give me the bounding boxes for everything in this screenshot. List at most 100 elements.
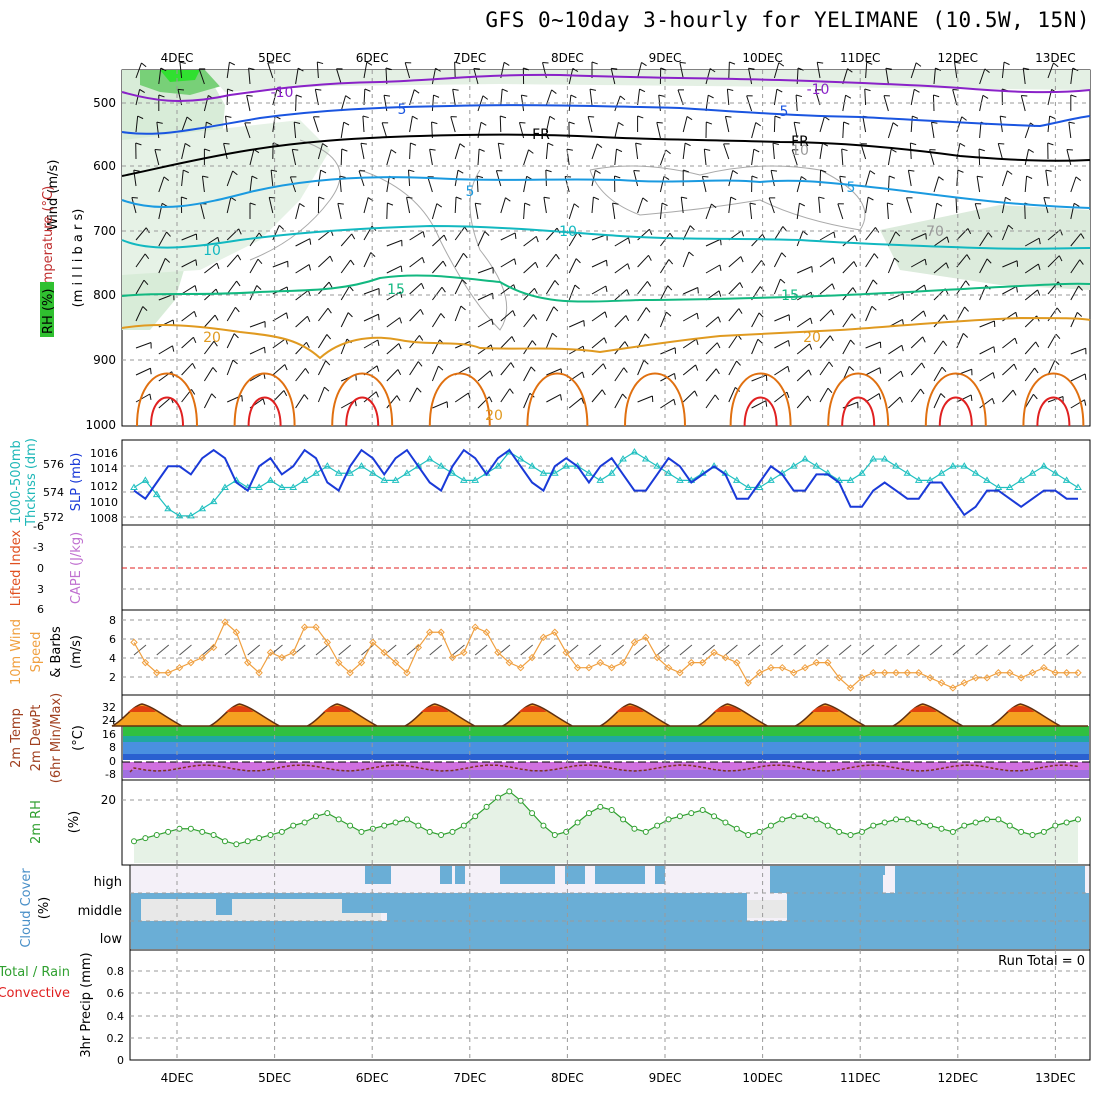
- wind-barb-flag: [399, 317, 402, 324]
- wind-barb: [432, 401, 448, 409]
- wind-barb-flag: [959, 142, 966, 147]
- w10-tick-4: 4: [109, 652, 116, 665]
- wind-barb: [591, 337, 605, 349]
- wind-barb-flag: [899, 396, 904, 403]
- wind10-point: [858, 674, 866, 682]
- wind-barb: [842, 287, 854, 301]
- wind-barb: [1024, 237, 1040, 247]
- wind-barb: [682, 143, 686, 160]
- label-slp: SLP (mb): [69, 453, 84, 512]
- wind-barb-flag: [709, 68, 716, 73]
- wind-barb-flag: [145, 227, 150, 234]
- cloud-mid-bar: [141, 893, 216, 899]
- wind-barb-flag: [1034, 367, 1039, 374]
- wind-barb: [295, 315, 308, 328]
- thickness-point: [789, 462, 798, 469]
- wind-barb-flag: [383, 94, 391, 97]
- wind-barb-flag: [666, 311, 672, 317]
- wind-barb: [751, 374, 767, 382]
- wind-barb-flag: [233, 333, 239, 339]
- w10-tick-8: 8: [109, 614, 116, 627]
- wind-barb: [246, 95, 251, 112]
- wind-barb: [431, 68, 436, 85]
- wind-barb: [842, 339, 851, 355]
- wind-barb: [637, 360, 645, 376]
- wind-barb-flag: [232, 170, 238, 176]
- wind-barb: [659, 203, 663, 220]
- temp-peak: [323, 706, 352, 712]
- wind-barb: [956, 280, 967, 295]
- wind-barb-flag: [1016, 286, 1018, 293]
- wind-barb-flag: [191, 389, 196, 395]
- wind-barb: [724, 116, 730, 133]
- rh-point: [631, 825, 638, 832]
- day-label-bottom: 8DEC: [551, 1071, 584, 1085]
- wind-barb-flag: [967, 228, 972, 235]
- wind-barb-flag: [674, 373, 676, 380]
- wind-barb-flag: [1047, 142, 1054, 146]
- precip-tick-0.6: 0.6: [107, 987, 125, 1000]
- wind-barb: [933, 262, 947, 274]
- wind-barb: [431, 95, 435, 112]
- wind-barb-flag: [869, 170, 876, 175]
- wind-barb: [682, 251, 690, 268]
- wind-barb: [842, 121, 845, 139]
- wind-barb: [340, 95, 347, 112]
- wind-barb-flag: [133, 169, 140, 172]
- rh-point: [210, 831, 217, 838]
- cloud-cover-bars: [131, 866, 1089, 949]
- wind-barb: [883, 95, 889, 112]
- day-label-top: 10DEC: [742, 51, 782, 65]
- temp-peak: [518, 706, 547, 712]
- wind-barb: [181, 259, 197, 268]
- wind-barb: [1066, 149, 1072, 166]
- wind-barb: [523, 393, 531, 409]
- thickness-point: [1074, 483, 1082, 490]
- wind-barb: [545, 116, 551, 133]
- wind-barb: [362, 116, 365, 133]
- wind-barb: [135, 367, 151, 376]
- wind-barb: [386, 395, 398, 409]
- wind-barb: [363, 391, 377, 403]
- thickness-point: [209, 497, 218, 505]
- wind10-point: [494, 648, 502, 657]
- day-label-top: 11DEC: [840, 51, 880, 65]
- wind10-barb: [793, 644, 806, 656]
- wind10-point: [744, 679, 752, 687]
- wind-barb-flag: [568, 121, 575, 125]
- thickness-point: [801, 455, 809, 462]
- wind-barb: [477, 318, 493, 328]
- rh-point: [1018, 828, 1025, 835]
- wind-barb: [135, 306, 144, 322]
- wind-barb-flag: [498, 142, 505, 145]
- wind-barb-flag: [416, 387, 422, 393]
- wind-barb: [226, 254, 239, 268]
- wind-barb: [865, 393, 880, 403]
- wind-barb-flag: [977, 175, 984, 178]
- wind-barb: [703, 149, 707, 166]
- wind10-barb: [224, 644, 238, 656]
- thickness-point: [903, 469, 912, 476]
- wind-barb: [272, 225, 280, 241]
- wind-barb: [404, 62, 411, 79]
- wind-barb-flag: [256, 285, 262, 291]
- contour-label: 5: [466, 184, 475, 200]
- wind-barb-flag: [284, 364, 288, 371]
- cloud-level-low: low: [100, 932, 123, 947]
- thickness-point: [539, 469, 548, 476]
- wind-barb: [1002, 260, 1018, 268]
- wind10-barb: [201, 644, 215, 656]
- wind10-barb: [861, 644, 875, 656]
- wind-barb-flag: [839, 175, 846, 178]
- wind-barb: [314, 89, 319, 106]
- wind-barb: [751, 312, 760, 328]
- temp-band: [123, 726, 1089, 736]
- thickness-point: [471, 476, 480, 483]
- wind-barb-flag: [894, 257, 900, 263]
- wind-barb: [181, 362, 193, 376]
- wind-barb: [474, 203, 479, 220]
- wind-barb: [865, 253, 875, 268]
- wind-barb-flag: [251, 175, 258, 180]
- wind10-point: [391, 658, 400, 667]
- wind-barb-flag: [808, 369, 812, 376]
